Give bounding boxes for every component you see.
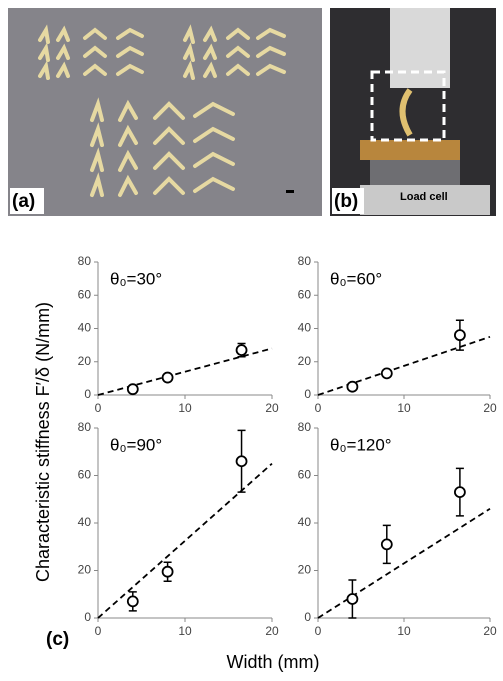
- y-tick-label: 80: [298, 254, 312, 268]
- x-tick-label: 20: [483, 401, 497, 415]
- panel-label: (a): [12, 191, 35, 212]
- data-point: [382, 539, 392, 549]
- x-tick-label: 0: [315, 624, 322, 638]
- y-tick-label: 80: [78, 420, 92, 434]
- y-tick-label: 0: [304, 387, 311, 401]
- x-tick-label: 0: [315, 401, 322, 415]
- data-point: [455, 330, 465, 340]
- x-tick-label: 10: [178, 401, 192, 415]
- y-tick-label: 40: [78, 321, 92, 335]
- x-tick-label: 10: [397, 401, 411, 415]
- y-tick-label: 20: [78, 354, 92, 368]
- x-axis-label: Width (mm): [227, 652, 320, 672]
- data-point: [347, 594, 357, 604]
- x-tick-label: 20: [265, 624, 279, 638]
- photo-a: (a): [8, 8, 322, 216]
- y-tick-label: 20: [78, 563, 92, 577]
- y-tick-label: 60: [298, 468, 312, 482]
- y-tick-label: 60: [78, 468, 92, 482]
- y-tick-label: 60: [298, 287, 312, 301]
- fit-line: [98, 348, 272, 395]
- y-tick-label: 0: [84, 610, 91, 624]
- annotation: Load cell: [400, 191, 448, 203]
- x-tick-label: 20: [483, 624, 497, 638]
- axis: [318, 428, 490, 618]
- y-tick-label: 0: [304, 610, 311, 624]
- data-point: [237, 456, 247, 466]
- axis: [98, 428, 272, 618]
- x-tick-label: 0: [95, 401, 102, 415]
- y-tick-label: 0: [84, 387, 91, 401]
- chart-title: θ₀=30°: [110, 269, 162, 288]
- photo-b: Load cell (b): [330, 8, 496, 216]
- chart-title: θ₀=90°: [110, 435, 162, 454]
- y-tick-label: 40: [298, 515, 312, 529]
- fit-line: [98, 464, 272, 618]
- data-point: [128, 596, 138, 606]
- y-tick-label: 80: [78, 254, 92, 268]
- x-tick-label: 20: [265, 401, 279, 415]
- data-point: [128, 384, 138, 394]
- data-point: [237, 345, 247, 355]
- data-point: [347, 382, 357, 392]
- panel-label: (c): [46, 629, 69, 650]
- y-tick-label: 20: [298, 354, 312, 368]
- figure: (a) Load cell (b) (c) Width (mm) Charact…: [0, 0, 503, 681]
- y-tick-label: 40: [78, 515, 92, 529]
- data-point: [163, 567, 173, 577]
- y-axis-label: Characteristic stiffness F′/δ (N/mm): [33, 302, 53, 582]
- fit-line: [318, 509, 490, 618]
- fit-line: [318, 337, 490, 395]
- data-point: [455, 487, 465, 497]
- y-tick-label: 20: [298, 563, 312, 577]
- chart-title: θ₀=120°: [330, 435, 392, 454]
- chart-title: θ₀=60°: [330, 269, 382, 288]
- x-tick-label: 0: [95, 624, 102, 638]
- data-point: [382, 368, 392, 378]
- y-tick-label: 80: [298, 420, 312, 434]
- panel-label: (b): [334, 191, 358, 212]
- x-tick-label: 10: [178, 624, 192, 638]
- x-tick-label: 10: [397, 624, 411, 638]
- y-tick-label: 40: [298, 321, 312, 335]
- data-point: [163, 373, 173, 383]
- y-tick-label: 60: [78, 287, 92, 301]
